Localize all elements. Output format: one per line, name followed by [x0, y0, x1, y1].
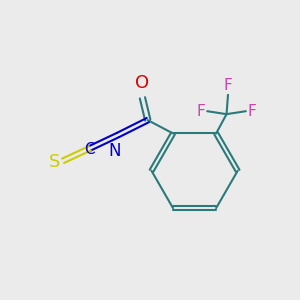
Text: F: F	[197, 104, 206, 119]
Text: S: S	[49, 153, 60, 171]
Text: F: F	[247, 104, 256, 119]
Text: O: O	[135, 74, 149, 92]
Text: C: C	[85, 142, 95, 157]
Text: N: N	[109, 142, 121, 160]
Text: F: F	[224, 78, 232, 93]
